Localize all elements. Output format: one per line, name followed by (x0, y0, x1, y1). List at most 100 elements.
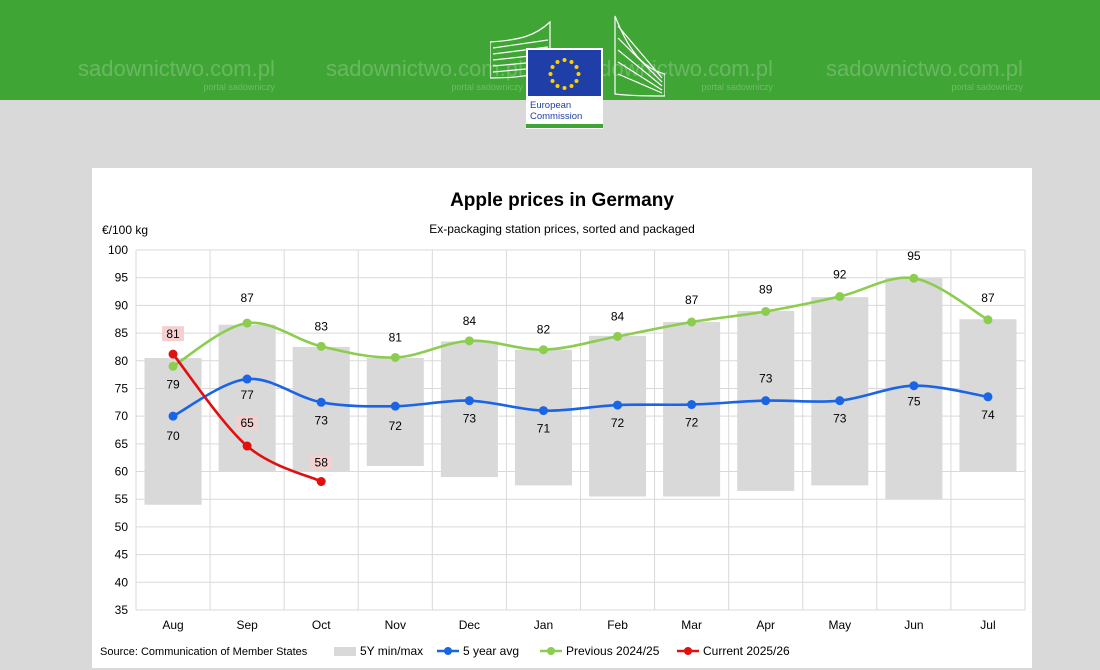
data-point-current (316, 477, 326, 487)
data-point-previous (168, 361, 178, 371)
data-point-avg (835, 396, 845, 406)
data-point-previous (613, 331, 623, 341)
watermark: sadownictwo.com.pl portal sadowniczy (826, 56, 1023, 92)
y-tick-label: 45 (115, 548, 129, 562)
data-point-avg (909, 381, 919, 391)
data-point-avg (464, 396, 474, 406)
x-tick-label: May (828, 618, 851, 632)
y-tick-label: 80 (115, 354, 129, 368)
y-tick-label: 75 (115, 381, 129, 395)
data-point-avg (390, 401, 400, 411)
chart-subtitle: Ex-packaging station prices, sorted and … (429, 222, 695, 236)
range-band-bar (366, 358, 424, 466)
watermark: sadownictwo.com.pl portal sadowniczy (78, 56, 275, 92)
data-label-previous: 87 (685, 293, 699, 307)
legend-label: 5Y min/max (360, 644, 423, 658)
data-point-previous (835, 292, 845, 302)
y-tick-label: 60 (115, 465, 129, 479)
data-label-box (236, 415, 259, 431)
data-label-previous: 82 (537, 323, 551, 337)
data-point-previous (464, 336, 474, 346)
legend-swatch-dot (444, 647, 452, 655)
legend-swatch-dot (547, 647, 555, 655)
data-point-avg (538, 406, 548, 416)
range-band-bar (589, 335, 647, 497)
legend-label: 5 year avg (463, 644, 519, 658)
data-point-avg (983, 392, 993, 402)
data-label-avg: 71 (537, 422, 551, 436)
data-label-avg: 70 (166, 429, 180, 443)
logo-line-2: Commission (530, 111, 582, 122)
data-label-current: 58 (315, 456, 329, 470)
range-band-bar (144, 358, 202, 505)
data-label-previous: 95 (907, 249, 921, 263)
data-label-avg: 72 (685, 416, 699, 430)
data-point-current (168, 349, 178, 359)
data-label-avg: 72 (611, 416, 625, 430)
data-point-avg (687, 400, 697, 410)
y-tick-label: 35 (115, 603, 129, 617)
x-tick-label: Oct (312, 618, 331, 632)
data-point-previous (390, 352, 400, 362)
data-label-current: 65 (240, 416, 254, 430)
data-point-avg (168, 411, 178, 421)
data-point-avg (761, 396, 771, 406)
chart-title: Apple prices in Germany (450, 190, 674, 211)
x-tick-label: Sep (236, 618, 258, 632)
y-tick-label: 95 (115, 271, 129, 285)
range-band-bar (663, 322, 721, 497)
logo-line-1: European (530, 100, 571, 111)
range-band-bar (514, 349, 572, 486)
x-tick-label: Mar (681, 618, 702, 632)
x-tick-label: Nov (385, 618, 406, 632)
data-point-previous (538, 345, 548, 355)
x-tick-label: Dec (459, 618, 480, 632)
y-tick-label: 50 (115, 520, 129, 534)
data-point-current (242, 441, 252, 451)
source-note: Source: Communication of Member States (100, 646, 308, 658)
data-label-previous: 87 (981, 291, 995, 305)
watermark: sadownictwo.com.pl portal sadowniczy (576, 56, 773, 92)
y-tick-label: 40 (115, 575, 129, 589)
data-label-current: 81 (166, 327, 180, 341)
chart-panel: Apple prices in Germany Ex-packaging sta… (92, 168, 1032, 668)
data-label-avg: 73 (833, 412, 847, 426)
legend-label: Current 2025/26 (703, 644, 790, 658)
range-band-bar (811, 297, 869, 486)
y-tick-label: 85 (115, 326, 129, 340)
data-label-box (162, 326, 185, 342)
data-label-avg: 73 (759, 372, 773, 386)
x-tick-label: Aug (162, 618, 183, 632)
series-line-previous (172, 276, 989, 368)
y-tick-label: 65 (115, 437, 129, 451)
data-label-previous: 84 (463, 314, 477, 328)
data-label-previous: 89 (759, 282, 773, 296)
data-point-previous (909, 273, 919, 283)
x-tick-label: Apr (756, 618, 775, 632)
legend-label: Previous 2024/25 (566, 644, 660, 658)
data-label-avg: 73 (315, 413, 329, 427)
data-point-previous (761, 306, 771, 316)
price-chart: Apple prices in Germany Ex-packaging sta… (100, 190, 1026, 658)
range-band-bar (292, 346, 350, 472)
y-tick-label: 100 (108, 243, 128, 257)
x-tick-label: Jan (534, 618, 553, 632)
y-tick-label: 70 (115, 409, 129, 423)
y-tick-label: 90 (115, 298, 129, 312)
legend-swatch-dot (684, 647, 692, 655)
data-label-previous: 79 (166, 377, 180, 391)
data-label-avg: 77 (240, 388, 254, 402)
data-label-previous: 83 (315, 319, 329, 333)
data-label-previous: 81 (389, 330, 403, 344)
x-tick-label: Feb (607, 618, 628, 632)
y-axis-label: €/100 kg (102, 223, 148, 237)
data-point-previous (983, 315, 993, 325)
data-label-box (310, 454, 333, 470)
data-point-previous (242, 318, 252, 328)
data-label-avg: 74 (981, 408, 995, 422)
x-tick-label: Jul (980, 618, 995, 632)
data-point-avg (242, 374, 252, 384)
x-tick-label: Jun (904, 618, 923, 632)
data-label-avg: 72 (389, 419, 403, 433)
data-label-previous: 92 (833, 268, 847, 282)
